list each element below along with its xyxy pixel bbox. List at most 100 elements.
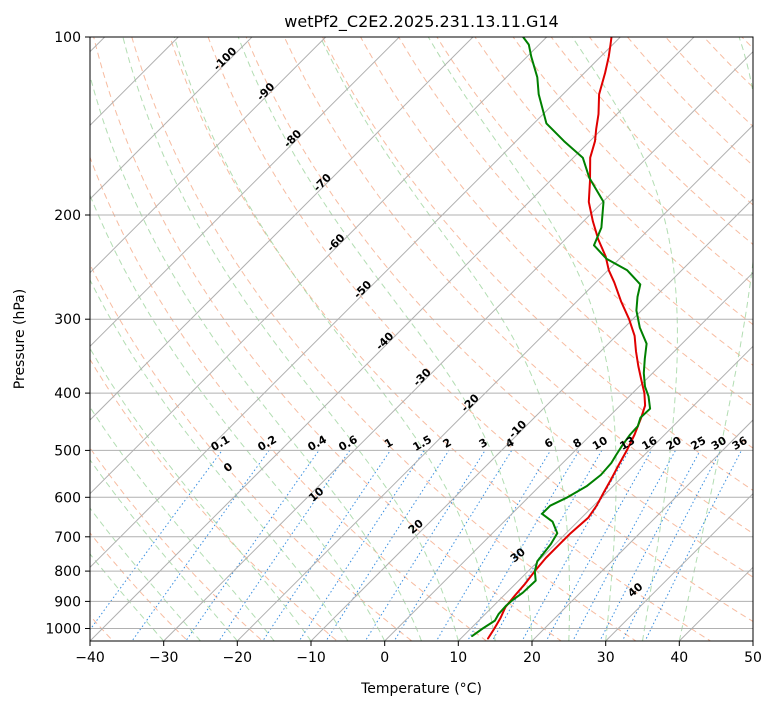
y-tick-label: 100 xyxy=(54,30,81,46)
moist-adiabat xyxy=(319,37,570,641)
isotherm-line xyxy=(236,124,753,641)
dry-adiabat xyxy=(93,37,563,641)
dry-adiabat xyxy=(283,37,753,534)
x-tick-label: 0 xyxy=(380,650,389,666)
y-tick-label: 200 xyxy=(54,208,81,224)
dry-adiabat xyxy=(474,37,753,326)
isotherm-line xyxy=(90,37,253,200)
moist-adiabat xyxy=(427,37,617,641)
mixing-ratio-line xyxy=(325,450,450,641)
isotherm-line xyxy=(605,492,753,641)
isotherm-line xyxy=(90,37,548,495)
y-axis: 100 200 300 400 500 600 700 800 900 1000 xyxy=(45,30,90,638)
isotherm-line xyxy=(90,37,400,348)
isotherm-line xyxy=(90,37,327,274)
dry-adiabat xyxy=(436,37,753,366)
dry-adiabat xyxy=(245,37,753,578)
x-tick-label: 20 xyxy=(523,650,541,666)
dry-adiabat xyxy=(90,358,338,641)
temperature-profile-line xyxy=(487,37,647,640)
isotherm-line xyxy=(90,37,474,421)
y-tick-label: 300 xyxy=(54,312,81,328)
dry-adiabat-label: 0 xyxy=(221,460,235,475)
x-tick-label: −20 xyxy=(223,650,253,666)
dry-adiabat-label: 20 xyxy=(406,517,426,537)
mixing-ratio-line xyxy=(262,450,391,641)
isotherm-line xyxy=(752,640,753,641)
y-tick-label: 800 xyxy=(54,564,81,580)
isotherm-label: -50 xyxy=(351,278,374,301)
y-tick-label: 1000 xyxy=(45,622,81,638)
isotherm-label: -80 xyxy=(281,127,304,150)
moist-adiabat xyxy=(90,458,238,641)
x-tick-label: 30 xyxy=(597,650,615,666)
x-axis: −40 −30 −20 −10 0 10 20 30 40 50 xyxy=(75,641,762,666)
chart-title: wetPf2_C2E2.2025.231.13.11.G14 xyxy=(284,12,558,32)
mixing-ratio-line xyxy=(298,450,425,641)
inline-labels: 0.1 0.2 0.4 0.6 1 1.5 2 3 4 6 8 10 13 16 20 25 30 36-100-… xyxy=(209,44,750,599)
dry-adiabat xyxy=(169,37,712,641)
moist-adiabat xyxy=(678,37,753,641)
mixing-ratio-line xyxy=(621,450,722,641)
x-tick-label: −30 xyxy=(149,650,179,666)
moist-adiabat xyxy=(90,347,312,641)
y-tick-label: 900 xyxy=(54,594,81,610)
dry-adiabat xyxy=(664,37,753,128)
x-tick-label: 10 xyxy=(449,650,467,666)
isotherm-line xyxy=(310,198,753,641)
dry-adiabat xyxy=(131,37,637,641)
mixing-ratio-label: 6 xyxy=(542,436,555,451)
grid-lines xyxy=(90,37,753,641)
moist-adiabat xyxy=(90,507,201,641)
dewpoint-profile-line xyxy=(471,37,652,638)
isotherm-line xyxy=(531,419,753,641)
dry-adiabat-label: 30 xyxy=(508,545,528,565)
moist-adiabat xyxy=(173,37,496,641)
isotherm-label: -20 xyxy=(459,391,482,414)
dry-adiabat xyxy=(767,24,775,653)
x-axis-label: Temperature (°C) xyxy=(360,681,482,697)
x-tick-label: 40 xyxy=(670,650,688,666)
x-tick-label: −40 xyxy=(75,650,105,666)
dry-adiabat xyxy=(741,37,753,49)
mixing-ratio-line xyxy=(521,450,630,641)
moist-adiabat xyxy=(122,37,459,641)
y-axis-label: Pressure (hPa) xyxy=(12,289,28,389)
isotherm-line xyxy=(678,566,753,641)
mixing-ratio-line xyxy=(131,450,270,641)
x-tick-label: −10 xyxy=(296,650,326,666)
mixing-ratio-label: 1 xyxy=(382,436,395,451)
mixing-ratio-line xyxy=(545,450,652,641)
isotherm-label: -60 xyxy=(324,231,347,254)
mixing-ratio-line xyxy=(644,450,742,641)
mixing-ratio-line xyxy=(364,450,486,641)
moist-adiabat xyxy=(237,37,533,641)
dry-adiabat xyxy=(90,532,189,641)
plot-frame xyxy=(89,36,754,642)
isotherm-label: -30 xyxy=(411,366,434,389)
dry-adiabat xyxy=(398,37,753,408)
series-lines xyxy=(471,37,652,640)
isotherm-line xyxy=(384,271,753,641)
dry-adiabat xyxy=(703,37,753,88)
isotherm-label: -70 xyxy=(311,171,334,194)
isotherm-label: -100 xyxy=(211,44,240,73)
isotherm-line xyxy=(457,345,753,641)
dry-adiabat xyxy=(626,37,753,167)
dry-adiabat xyxy=(90,447,264,641)
dry-adiabat xyxy=(550,37,753,246)
y-tick-label: 600 xyxy=(54,490,81,506)
moist-adiabat xyxy=(90,73,422,641)
background-lines xyxy=(90,24,775,653)
isotherm-line xyxy=(90,37,621,569)
moist-adiabat xyxy=(90,406,275,641)
isotherm-line xyxy=(163,50,753,641)
isotherm-line xyxy=(90,37,695,641)
moist-adiabat xyxy=(571,37,678,641)
mixing-ratio-line xyxy=(435,450,552,641)
dry-adiabat xyxy=(90,155,488,641)
x-tick-label: 50 xyxy=(744,650,762,666)
y-tick-label: 500 xyxy=(54,443,81,459)
y-tick-label: 700 xyxy=(54,530,81,546)
